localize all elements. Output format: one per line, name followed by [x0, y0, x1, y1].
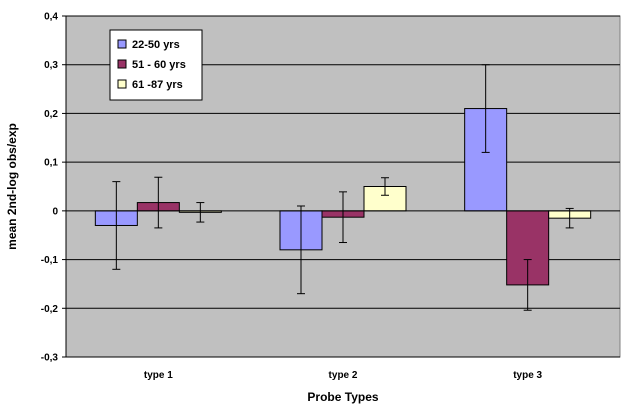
axes	[65, 16, 620, 357]
x-tick-label: type 1	[144, 370, 173, 381]
y-tick-label: -0,2	[41, 304, 59, 315]
y-tick-label: 0,1	[44, 158, 58, 169]
legend: 22-50 yrs 51 - 60 yrs 61 -87 yrs	[109, 29, 203, 101]
legend-label: 22-50 yrs	[132, 39, 180, 51]
legend-swatch	[117, 59, 127, 69]
legend-label: 61 -87 yrs	[132, 79, 183, 91]
legend-label: 51 - 60 yrs	[132, 59, 186, 71]
y-tick-label: 0,3	[44, 60, 58, 71]
x-tick-label: type 3	[513, 370, 542, 381]
x-axis-title: Probe Types	[307, 390, 378, 404]
x-tick-labels: type 1 type 2 type 3	[144, 370, 543, 381]
y-tick-labels: -0,3 -0,2 -0,1 0 0,1 0,2 0,3 0,4	[41, 12, 59, 364]
error-bars	[112, 64, 574, 311]
y-tick-label: 0,4	[44, 12, 58, 23]
y-axis-title: mean 2nd-log obs/exp	[5, 123, 19, 250]
y-tick-label: 0,2	[44, 109, 58, 120]
y-tick-label: -0,3	[41, 353, 59, 364]
y-tick-label: -0,1	[41, 255, 59, 266]
legend-swatch	[117, 79, 127, 89]
legend-swatch	[117, 39, 127, 49]
y-tick-label: 0	[52, 206, 58, 217]
x-tick-label: type 2	[329, 370, 358, 381]
